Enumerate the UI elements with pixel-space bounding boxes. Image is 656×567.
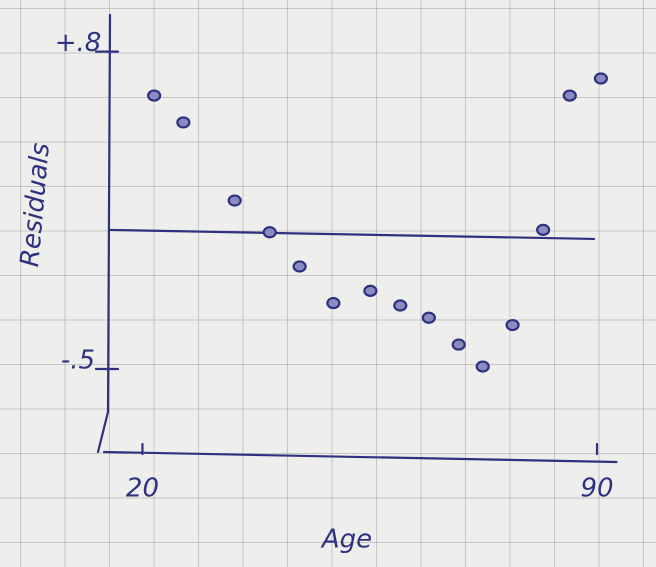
point	[294, 261, 306, 271]
point	[364, 286, 376, 296]
point	[177, 117, 189, 127]
point	[327, 298, 339, 308]
point	[148, 91, 160, 101]
point	[564, 91, 576, 101]
y-tick-label: -.5	[61, 345, 95, 375]
point	[537, 225, 549, 235]
x-axis-label: Age	[320, 525, 372, 555]
x-axis	[104, 452, 617, 462]
y-axis	[98, 15, 110, 452]
chart: Age Residuals +.8 -.5 20 90	[0, 0, 656, 567]
point	[595, 73, 607, 83]
point	[477, 362, 489, 372]
point	[264, 227, 276, 237]
point	[229, 196, 241, 206]
point	[394, 301, 406, 311]
y-tick-label: +.8	[55, 28, 102, 58]
point	[453, 340, 465, 350]
page: {"chart_data": {"type": "scatter", "x_la…	[0, 0, 656, 567]
zero-line	[110, 230, 594, 239]
x-tick-label: 90	[580, 474, 613, 504]
point	[423, 313, 435, 323]
y-axis-label: Residuals	[15, 142, 56, 269]
point	[507, 320, 519, 330]
x-tick-label: 20	[126, 474, 159, 504]
